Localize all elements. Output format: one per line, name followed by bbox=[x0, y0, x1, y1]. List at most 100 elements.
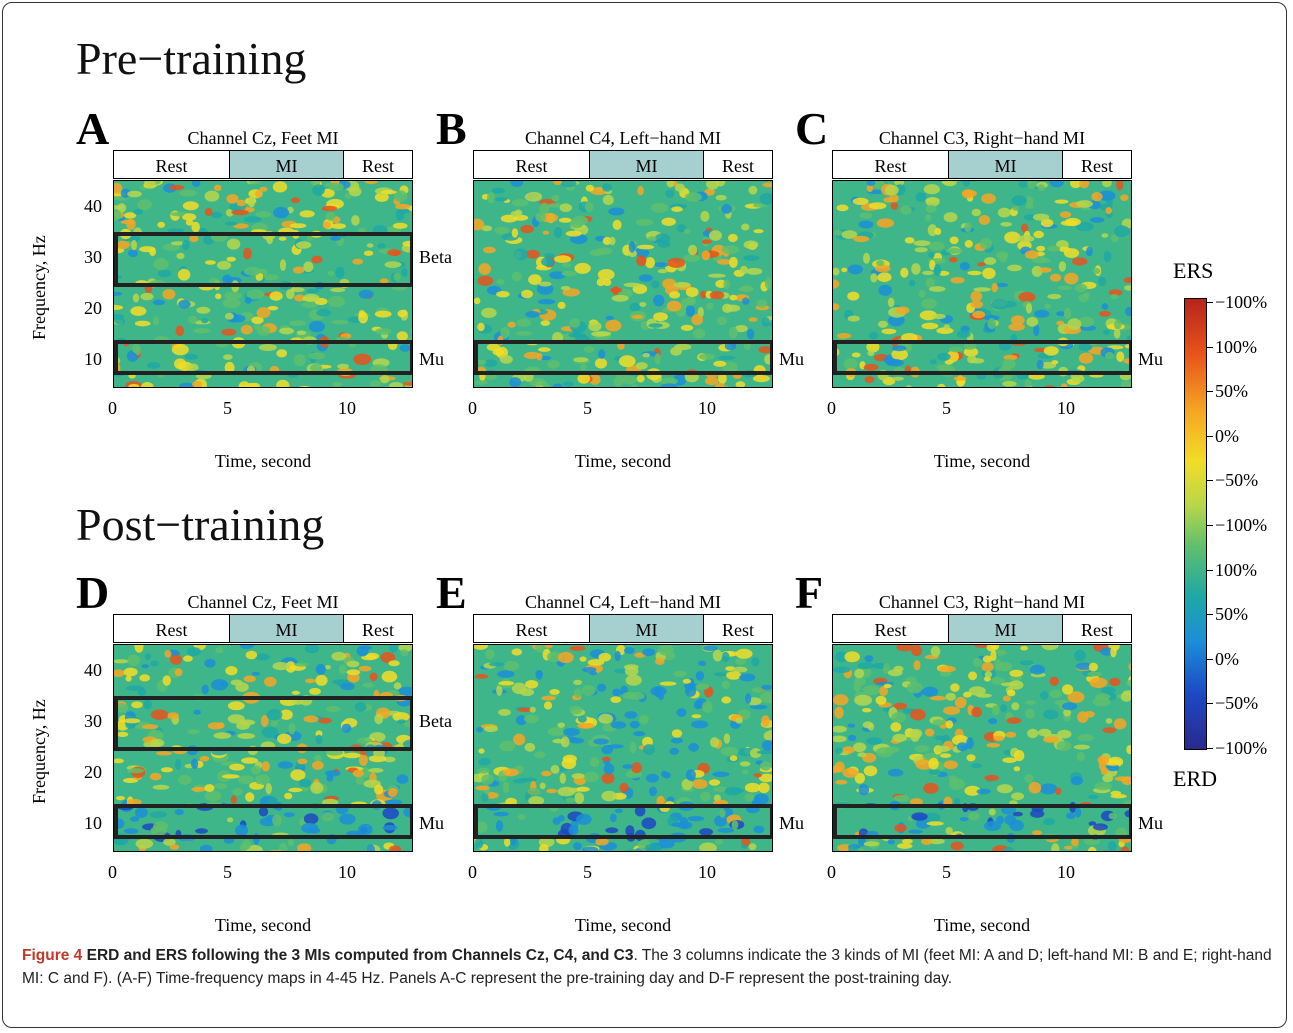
phase-rest-1: Rest bbox=[874, 620, 907, 640]
phase-mi: MI bbox=[229, 615, 344, 642]
phase-band: Rest MI Rest bbox=[473, 614, 773, 643]
y-tick-label: 40 bbox=[84, 196, 102, 216]
time-frequency-map bbox=[832, 644, 1132, 852]
colorbar-tick-mark bbox=[1207, 302, 1213, 303]
section-title-pre: Pre−training bbox=[76, 33, 307, 84]
x-tick-label: 5 bbox=[942, 398, 951, 418]
mu-label: Mu bbox=[779, 813, 805, 833]
colorbar-tick-mark bbox=[1207, 658, 1213, 660]
phase-band: Rest MI Rest bbox=[832, 150, 1132, 179]
panel-title: Channel C4, Left−hand MI bbox=[524, 592, 722, 612]
x-tick-label: 5 bbox=[223, 862, 232, 882]
colorbar-tick-mark bbox=[1207, 346, 1213, 348]
phase-mi: MI bbox=[589, 151, 704, 178]
y-tick-label: 20 bbox=[84, 298, 102, 318]
beta-label: Beta bbox=[419, 247, 452, 267]
x-axis-label: Time, second bbox=[933, 451, 1031, 471]
time-frequency-map bbox=[832, 180, 1132, 388]
phase-mi: MI bbox=[589, 615, 704, 642]
y-tick-label: 20 bbox=[84, 762, 102, 782]
phase-rest-2: Rest bbox=[1080, 620, 1113, 640]
time-frequency-map bbox=[473, 644, 773, 852]
mu-roi-box bbox=[474, 340, 772, 375]
mu-label: Mu bbox=[779, 349, 805, 369]
time-frequency-map bbox=[473, 180, 773, 388]
x-tick-label: 0 bbox=[468, 398, 477, 418]
panel-title: Channel C3, Right−hand MI bbox=[878, 592, 1086, 612]
y-tick-label: 30 bbox=[84, 711, 102, 731]
x-tick-label: 10 bbox=[338, 862, 356, 882]
colorbar-tick-label: −100% bbox=[1215, 515, 1268, 535]
x-tick-label: 0 bbox=[827, 862, 836, 882]
colorbar-tick-label: 50% bbox=[1215, 604, 1248, 625]
colorbar-tick-mark bbox=[1207, 480, 1213, 482]
section-title-post: Post−training bbox=[76, 499, 325, 550]
panel-title: Channel C4, Left−hand MI bbox=[524, 128, 722, 148]
colorbar-tick-label: −50% bbox=[1215, 693, 1259, 714]
x-tick-label: 5 bbox=[583, 398, 592, 418]
y-tick-label: 40 bbox=[84, 660, 102, 680]
mu-roi-box bbox=[114, 804, 412, 839]
colorbar-tick-mark bbox=[1207, 748, 1213, 749]
x-tick-label: 0 bbox=[827, 398, 836, 418]
phase-mi: MI bbox=[229, 151, 344, 178]
mu-roi-box bbox=[474, 804, 772, 839]
phase-rest-1: Rest bbox=[515, 620, 548, 640]
panel-letter: B bbox=[436, 103, 467, 154]
phase-band: Rest MI Rest bbox=[473, 150, 773, 179]
x-tick-label: 10 bbox=[338, 398, 356, 418]
caption-title: ERD and ERS following the 3 MIs computed… bbox=[86, 947, 634, 964]
colorbar-tick-label: −100% bbox=[1215, 292, 1268, 312]
phase-rest-1: Rest bbox=[155, 620, 188, 640]
phase-band: Rest MI Rest bbox=[832, 614, 1132, 643]
phase-rest-2: Rest bbox=[721, 156, 754, 176]
beta-roi-box bbox=[114, 696, 412, 751]
colorbar-tick-mark bbox=[1207, 435, 1213, 437]
figure-caption: Figure 4 ERD and ERS following the 3 MIs… bbox=[22, 944, 1277, 990]
phase-rest-2: Rest bbox=[721, 620, 754, 640]
y-tick-label: 30 bbox=[84, 247, 102, 267]
colorbar-tick-label: 100% bbox=[1215, 559, 1257, 580]
colorbar-tick-mark bbox=[1207, 569, 1213, 571]
mu-roi-box bbox=[833, 340, 1131, 375]
panel-title: Channel Cz, Feet MI bbox=[187, 128, 339, 148]
caption-text: . The 3 columns indicate the 3 kinds of … bbox=[22, 947, 1272, 987]
x-axis-label: Time, second bbox=[214, 451, 312, 471]
phase-mi: MI bbox=[948, 151, 1063, 178]
phase-rest-2: Rest bbox=[361, 620, 394, 640]
colorbar-ers-label: ERS bbox=[1173, 258, 1214, 283]
x-axis-label: Time, second bbox=[574, 915, 672, 935]
beta-roi-box bbox=[114, 232, 412, 287]
x-axis-label: Time, second bbox=[214, 915, 312, 935]
y-axis-label: Frequency, Hz bbox=[29, 699, 49, 804]
colorbar-tick-label: −50% bbox=[1215, 470, 1259, 491]
colorbar-tick-mark bbox=[1207, 391, 1213, 393]
panel-letter: C bbox=[795, 103, 829, 154]
x-tick-label: 5 bbox=[223, 398, 232, 418]
x-axis-label: Time, second bbox=[574, 451, 672, 471]
mu-label: Mu bbox=[419, 349, 445, 369]
time-frequency-map bbox=[113, 180, 413, 388]
mu-label: Mu bbox=[1138, 813, 1164, 833]
phase-rest-1: Rest bbox=[874, 156, 907, 176]
x-tick-label: 0 bbox=[108, 862, 117, 882]
panel-letter: E bbox=[436, 567, 467, 618]
x-tick-label: 0 bbox=[468, 862, 477, 882]
panel-letter: A bbox=[76, 103, 110, 154]
x-tick-label: 10 bbox=[698, 398, 716, 418]
x-tick-label: 10 bbox=[1057, 862, 1075, 882]
phase-rest-2: Rest bbox=[1080, 156, 1113, 176]
phase-rest-1: Rest bbox=[515, 156, 548, 176]
x-tick-label: 0 bbox=[108, 398, 117, 418]
phase-band: Rest MI Rest bbox=[113, 614, 413, 643]
x-tick-label: 10 bbox=[1057, 398, 1075, 418]
phase-rest-1: Rest bbox=[155, 156, 188, 176]
panel-title: Channel Cz, Feet MI bbox=[187, 592, 339, 612]
phase-mi: MI bbox=[948, 615, 1063, 642]
time-frequency-map bbox=[113, 644, 413, 852]
colorbar-tick-label: 0% bbox=[1215, 648, 1239, 669]
y-tick-label: 10 bbox=[84, 813, 102, 833]
mu-roi-box bbox=[833, 804, 1131, 839]
colorbar bbox=[1184, 298, 1207, 750]
y-axis-label: Frequency, Hz bbox=[29, 235, 49, 340]
